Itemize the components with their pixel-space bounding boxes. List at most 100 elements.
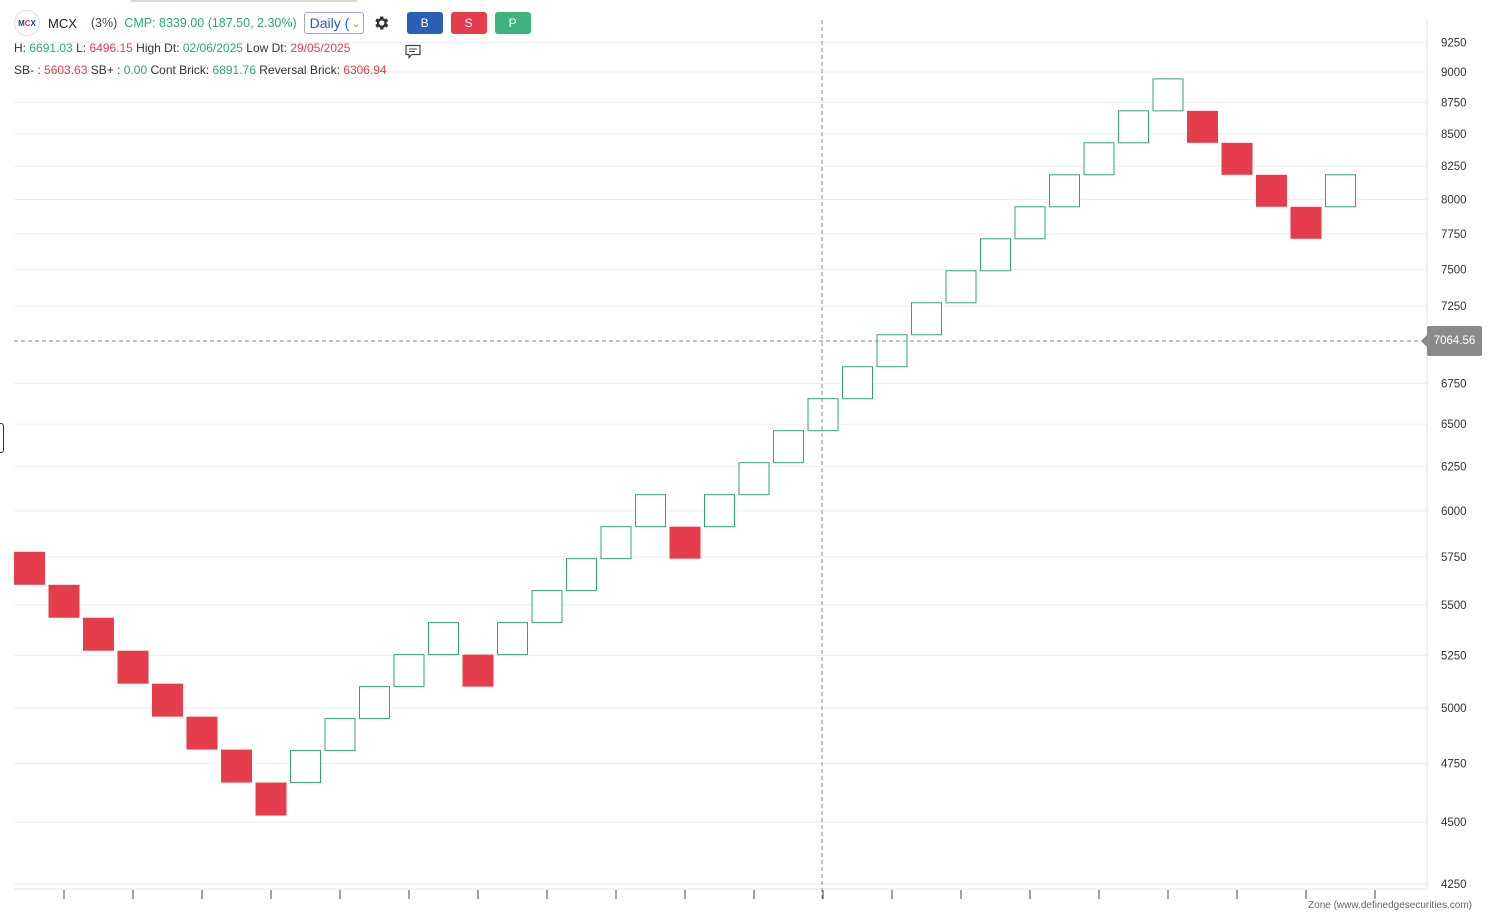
x-axis-ticks xyxy=(63,890,1376,899)
y-tick-label: 9000 xyxy=(1441,67,1467,79)
low-date-value: 29/05/2025 xyxy=(290,41,351,55)
y-tick-label: 8750 xyxy=(1441,98,1467,110)
crosshair-price-label: 7064.56 xyxy=(1421,326,1482,356)
brick-up xyxy=(1152,78,1184,112)
brick-down xyxy=(221,749,252,783)
low-value: 6496.15 xyxy=(89,41,133,55)
brick-up xyxy=(531,590,563,624)
y-tick-label: 8500 xyxy=(1441,129,1467,141)
y-tick-label: 7500 xyxy=(1441,264,1467,276)
high-date-value: 02/06/2025 xyxy=(182,41,243,55)
reversal-percent: (3%) xyxy=(90,16,118,30)
brick-up xyxy=(807,398,839,432)
brick-down xyxy=(1290,206,1322,239)
brick-up xyxy=(566,558,597,592)
brick-down xyxy=(152,683,183,717)
brick-up xyxy=(980,238,1011,272)
brick-up xyxy=(1014,206,1046,240)
brick-up xyxy=(428,622,459,656)
brick-up xyxy=(635,494,666,528)
sell-button[interactable]: S xyxy=(450,12,487,34)
brick-up xyxy=(773,430,804,464)
sb-plus-value: 0.00 xyxy=(123,63,148,77)
brick-down xyxy=(1187,110,1218,143)
interval-select[interactable]: Daily ( ⌄ xyxy=(303,12,364,34)
brick-up xyxy=(290,750,321,784)
y-tick-label: 4250 xyxy=(1441,879,1467,891)
brick-down xyxy=(14,551,45,585)
chevron-down-icon: ⌄ xyxy=(351,17,361,30)
brick-up xyxy=(704,494,735,528)
y-tick-label: 4500 xyxy=(1441,817,1467,829)
brick-up xyxy=(359,686,390,720)
y-tick-label: 7750 xyxy=(1441,229,1467,241)
reversal-brick-label: Reversal Brick: xyxy=(259,63,340,77)
high-label: H: xyxy=(14,41,26,55)
y-tick-label: 6250 xyxy=(1441,462,1467,474)
sb-minus-label: SB- : xyxy=(14,63,41,77)
y-tick-label: 8250 xyxy=(1441,161,1467,173)
symbol-name[interactable]: MCX xyxy=(48,15,77,31)
left-panel-handle[interactable] xyxy=(0,423,4,453)
cmp-readout: CMP: 8339.00 (187.50, 2.30%) xyxy=(124,16,296,30)
brick-up xyxy=(324,718,356,752)
interval-value: Daily ( xyxy=(309,15,350,31)
brick-up xyxy=(1083,142,1115,176)
y-tick-label: 5250 xyxy=(1441,650,1467,662)
buy-button[interactable]: B xyxy=(406,12,443,34)
brick-down xyxy=(669,526,701,559)
brick-down xyxy=(186,716,218,750)
brick-up xyxy=(842,366,873,400)
y-tick-label: 7250 xyxy=(1441,301,1467,313)
y-tick-label: 8000 xyxy=(1441,195,1467,207)
comment-icon[interactable] xyxy=(404,44,422,60)
reversal-brick-value: 6306.94 xyxy=(343,63,387,77)
y-tick-label: 4750 xyxy=(1441,759,1467,771)
y-tick-label: 5000 xyxy=(1441,703,1467,715)
y-tick-label: 9250 xyxy=(1441,37,1467,49)
brick-up xyxy=(1118,110,1149,144)
p-button[interactable]: P xyxy=(494,12,531,34)
axes xyxy=(14,20,1428,890)
brick-stats: SB- : 5603.63 SB+ : 0.00 Cont Brick: 689… xyxy=(14,63,387,77)
cmp-value: 8339.00 (187.50, 2.30%) xyxy=(159,16,297,30)
y-tick-label: 6000 xyxy=(1441,506,1467,518)
renko-bricks xyxy=(14,78,1356,816)
low-date-label: Low Dt: xyxy=(246,41,287,55)
y-axis-labels: 4250 4500 4750 5000 5250 5500 5750 6000 6250 6500… xyxy=(1441,37,1467,891)
data-credit[interactable]: Zone (www.definedgesecurities.com) xyxy=(1308,900,1472,911)
sb-minus-value: 5603.63 xyxy=(44,63,88,77)
brick-down xyxy=(83,617,114,651)
high-low-stats: H: 6691.03 L: 6496.15 High Dt: 02/06/202… xyxy=(14,41,350,55)
y-tick-label: 6750 xyxy=(1441,378,1467,390)
brick-down xyxy=(117,650,149,684)
low-label: L: xyxy=(76,41,87,55)
grid-lines xyxy=(14,41,1427,885)
cmp-label: CMP: xyxy=(124,16,156,30)
y-tick-label: 5750 xyxy=(1441,552,1467,564)
brick-down xyxy=(255,782,287,816)
brick-up xyxy=(876,334,908,368)
y-tick-label: 6500 xyxy=(1441,419,1467,431)
sb-plus-label: SB+ : xyxy=(90,63,121,77)
brick-up xyxy=(945,270,977,304)
brick-down xyxy=(1256,174,1287,207)
high-value: 6691.03 xyxy=(29,41,73,55)
brick-up xyxy=(600,526,632,560)
top-scroll-stub[interactable] xyxy=(130,0,358,2)
brick-down xyxy=(1221,142,1253,175)
brick-up xyxy=(1049,174,1080,208)
brick-down xyxy=(48,584,80,618)
gear-icon[interactable] xyxy=(371,13,391,33)
brick-down xyxy=(462,654,494,687)
y-tick-label: 5500 xyxy=(1441,600,1467,612)
brick-up xyxy=(497,622,528,656)
brick-up xyxy=(911,302,942,336)
high-date-label: High Dt: xyxy=(136,41,180,55)
brick-up xyxy=(1325,174,1356,208)
brick-up xyxy=(738,462,770,496)
cont-brick-value: 6891.76 xyxy=(212,63,256,77)
